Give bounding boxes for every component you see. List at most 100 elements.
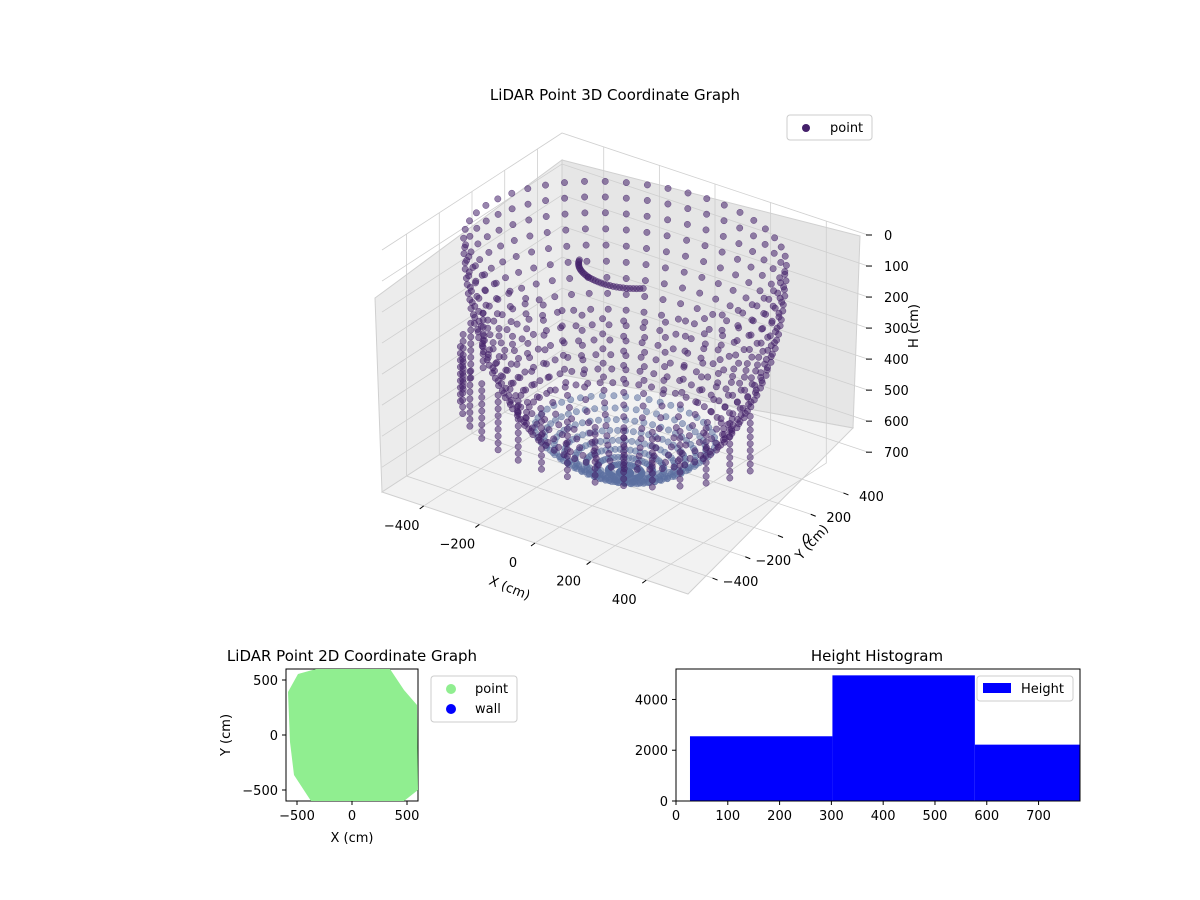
point-3d bbox=[466, 381, 474, 389]
point-3d bbox=[494, 412, 502, 420]
point-3d bbox=[676, 434, 684, 442]
point-3d bbox=[466, 283, 474, 291]
point-3d bbox=[676, 475, 684, 483]
point-3d bbox=[513, 360, 521, 368]
point-3d bbox=[521, 368, 529, 376]
point-3d bbox=[528, 424, 536, 432]
point-3d bbox=[687, 381, 695, 389]
point-3d bbox=[734, 255, 741, 263]
point-3d bbox=[622, 210, 630, 218]
point-3d bbox=[661, 363, 669, 371]
point-3d bbox=[681, 347, 689, 355]
point-3d bbox=[513, 320, 521, 328]
point-3d bbox=[620, 448, 628, 455]
point-3d bbox=[771, 339, 778, 347]
point-3d bbox=[767, 280, 775, 288]
point-3d bbox=[476, 256, 484, 264]
x-tick-label-hist: 300 bbox=[819, 809, 844, 824]
point-3d bbox=[649, 421, 657, 429]
point-3d bbox=[739, 404, 747, 412]
point-3d bbox=[570, 425, 578, 433]
y-tick-label-3d: 200 bbox=[826, 511, 851, 526]
point-3d bbox=[661, 348, 669, 356]
point-3d bbox=[466, 395, 474, 403]
point-3d bbox=[467, 326, 475, 334]
point-3d bbox=[535, 296, 543, 304]
point-3d bbox=[771, 234, 779, 242]
point-3d bbox=[750, 232, 757, 240]
point-3d bbox=[683, 236, 691, 244]
point-3d bbox=[718, 248, 726, 256]
point-3d bbox=[702, 459, 710, 467]
point-3d bbox=[664, 438, 672, 446]
point-3d bbox=[541, 346, 549, 354]
chart-3d-title: LiDAR Point 3D Coordinate Graph bbox=[490, 86, 740, 104]
legend-histogram-label: Height bbox=[1021, 682, 1064, 697]
point-3d bbox=[570, 306, 578, 314]
point-3d bbox=[696, 386, 704, 394]
point-3d bbox=[691, 447, 699, 455]
point-3d bbox=[467, 340, 475, 348]
point-3d bbox=[538, 438, 545, 446]
point-3d bbox=[495, 325, 503, 332]
point-3d bbox=[746, 453, 754, 461]
point-3d bbox=[761, 240, 769, 248]
point-3d bbox=[501, 346, 509, 354]
point-3d bbox=[720, 217, 728, 225]
histogram-bar bbox=[832, 675, 975, 801]
point-3d bbox=[761, 225, 769, 233]
point-3d bbox=[538, 465, 545, 473]
point-3d bbox=[561, 179, 568, 187]
point-3d bbox=[555, 443, 563, 451]
point-3d bbox=[459, 331, 467, 338]
point-3d bbox=[514, 402, 522, 410]
point-3d bbox=[514, 436, 522, 444]
point-3d bbox=[622, 258, 630, 266]
point-3d bbox=[629, 428, 637, 436]
z-tick-label-3d: 500 bbox=[884, 384, 909, 399]
point-3d bbox=[556, 370, 564, 378]
point-3d bbox=[620, 461, 628, 469]
point-3d bbox=[478, 400, 486, 408]
point-3d bbox=[459, 396, 467, 404]
x-tick-label-2d: −500 bbox=[279, 809, 315, 824]
point-3d bbox=[601, 411, 609, 419]
point-3d bbox=[698, 373, 705, 381]
point-3d bbox=[609, 436, 616, 444]
point-3d bbox=[538, 424, 545, 432]
point-3d bbox=[641, 318, 649, 326]
point-3d bbox=[724, 391, 732, 399]
chart-3d: LiDAR Point 3D Coordinate Graph −400 −200… bbox=[374, 86, 922, 608]
point-3d bbox=[750, 216, 758, 224]
point-3d bbox=[474, 328, 482, 336]
point-3d bbox=[526, 232, 534, 240]
point-3d bbox=[759, 325, 767, 332]
point-3d bbox=[502, 384, 510, 392]
point-3d bbox=[506, 287, 514, 295]
y-tick-mark-3d bbox=[777, 535, 784, 538]
point-3d bbox=[676, 455, 684, 463]
point-3d bbox=[580, 370, 588, 378]
point-3d bbox=[714, 370, 722, 377]
point-3d bbox=[652, 356, 660, 364]
point-3d bbox=[534, 345, 542, 353]
point-3d bbox=[692, 368, 700, 376]
point-3d bbox=[770, 249, 778, 257]
point-3d bbox=[532, 280, 540, 288]
point-3d bbox=[640, 376, 648, 384]
point-3d bbox=[752, 367, 760, 375]
x-tick-mark-3d bbox=[530, 542, 536, 547]
point-3d bbox=[675, 413, 682, 421]
x-tick-label-hist: 100 bbox=[715, 809, 740, 824]
chart-2d-title: LiDAR Point 2D Coordinate Graph bbox=[227, 647, 477, 665]
point-3d bbox=[516, 374, 524, 382]
point-3d bbox=[777, 258, 785, 266]
point-3d bbox=[602, 225, 610, 233]
point-3d bbox=[514, 443, 522, 451]
point-3d bbox=[666, 468, 673, 476]
point-3d bbox=[669, 345, 677, 353]
point-3d bbox=[657, 414, 665, 422]
point-3d bbox=[502, 274, 509, 282]
point-3d bbox=[686, 454, 694, 462]
point-3d bbox=[638, 414, 646, 422]
